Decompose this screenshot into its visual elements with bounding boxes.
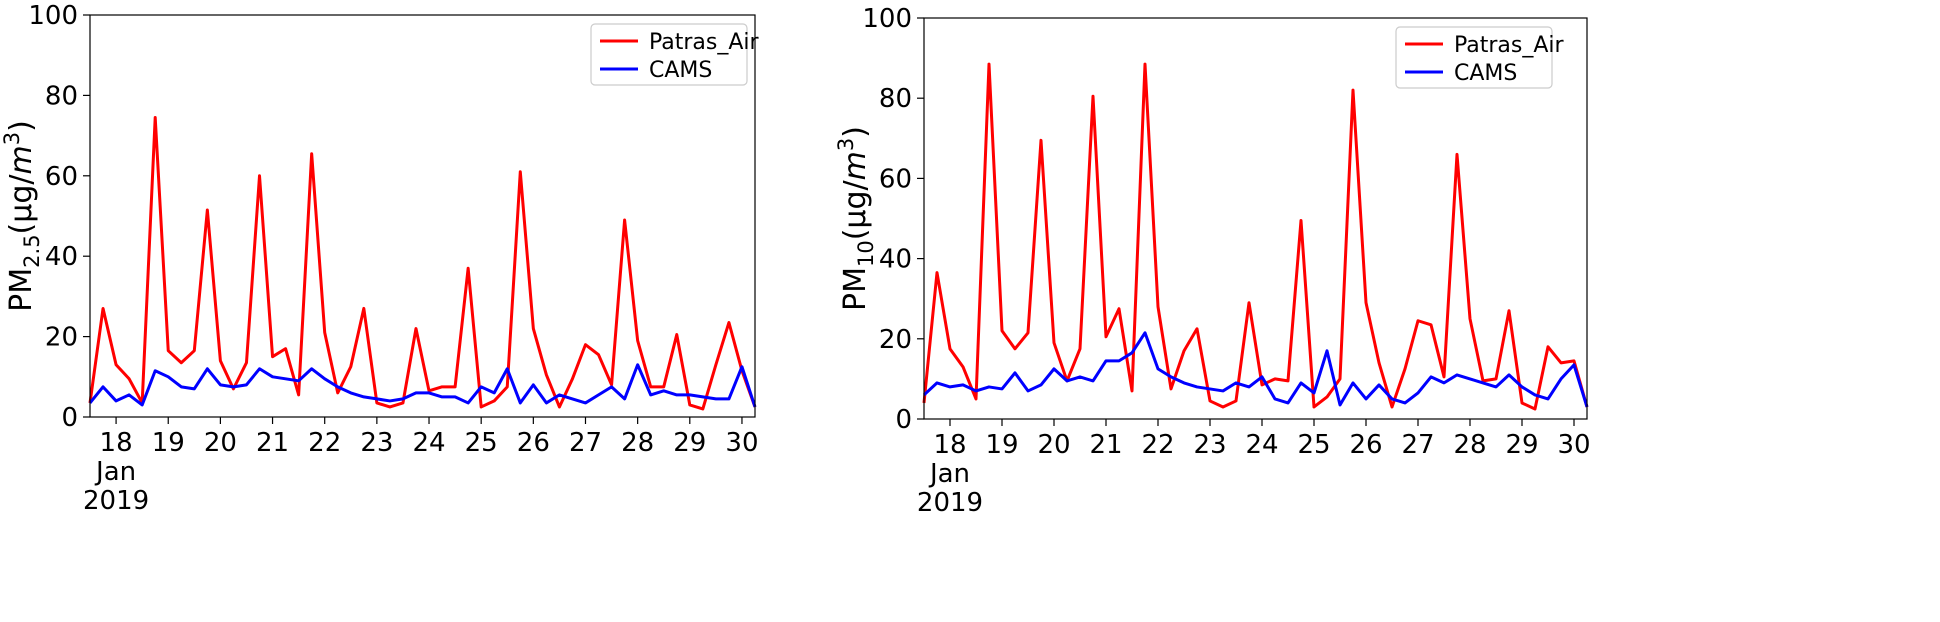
y-tick-label: 20: [879, 325, 912, 355]
x-tick-label: 21: [256, 428, 289, 458]
y-tick-label: 40: [45, 242, 78, 272]
plot-area-frame: [923, 17, 1588, 420]
y-tick-label: 0: [895, 405, 912, 435]
x-tick-label: 20: [204, 428, 237, 458]
x-tick-label: 28: [621, 428, 654, 458]
legend: Patras_Air CAMS: [590, 23, 760, 86]
x-tick-label: 22: [1141, 430, 1174, 460]
x-tick-label: 19: [152, 428, 185, 458]
x-tick-label: 30: [725, 428, 758, 458]
x-tick-label: 26: [517, 428, 550, 458]
y-tick-label: 20: [45, 323, 78, 353]
y-tick-label: 40: [879, 245, 912, 275]
x-tick-label: 22: [308, 428, 341, 458]
x-tick-label: 27: [569, 428, 602, 458]
x-tick-label: 20: [1037, 430, 1070, 460]
x-tick-label: 24: [412, 428, 445, 458]
y-tick-label: 100: [862, 4, 912, 34]
legend-label: CAMS: [649, 58, 712, 83]
x-tick-label-extra: Jan: [928, 459, 970, 489]
series-line-patras-air: [922, 62, 1589, 411]
series-line-cams: [922, 331, 1589, 408]
x-tick-label: 19: [985, 430, 1018, 460]
legend: Patras_Air CAMS: [1395, 26, 1565, 89]
y-tick-label: 60: [45, 162, 78, 192]
x-tick-label: 25: [465, 428, 498, 458]
x-tick-label: 23: [1193, 430, 1226, 460]
x-tick-label: 29: [673, 428, 706, 458]
y-tick-label: 80: [879, 84, 912, 114]
legend-label: Patras_Air: [1454, 33, 1565, 58]
x-tick-label: 26: [1349, 430, 1382, 460]
x-tick-label: 24: [1245, 430, 1278, 460]
y-tick-label: 80: [45, 81, 78, 111]
y-axis-label: PM10(μg/m3): [834, 126, 878, 311]
x-tick-label: 25: [1297, 430, 1330, 460]
x-tick-label: 27: [1401, 430, 1434, 460]
plot-area-frame: [89, 14, 756, 418]
x-tick-label: 28: [1453, 430, 1486, 460]
series-line-cams: [88, 363, 757, 408]
x-tick-label: 30: [1557, 430, 1590, 460]
x-tick-label: 23: [360, 428, 393, 458]
series-line-patras-air: [88, 116, 757, 411]
y-tick-label: 100: [28, 1, 78, 31]
legend-label: Patras_Air: [649, 30, 760, 55]
x-tick-label: 21: [1089, 430, 1122, 460]
y-axis-label: PM2.5(μg/m3): [0, 120, 44, 312]
x-tick-label-extra: Jan: [94, 457, 136, 487]
y-tick-label: 0: [61, 403, 78, 433]
y-tick-label: 60: [879, 164, 912, 194]
x-tick-label: 18: [100, 428, 133, 458]
x-tick-label-extra: 2019: [83, 486, 149, 516]
x-tick-label-extra: 2019: [917, 488, 983, 518]
legend-label: CAMS: [1454, 61, 1517, 86]
x-tick-label: 29: [1505, 430, 1538, 460]
x-tick-label: 18: [933, 430, 966, 460]
